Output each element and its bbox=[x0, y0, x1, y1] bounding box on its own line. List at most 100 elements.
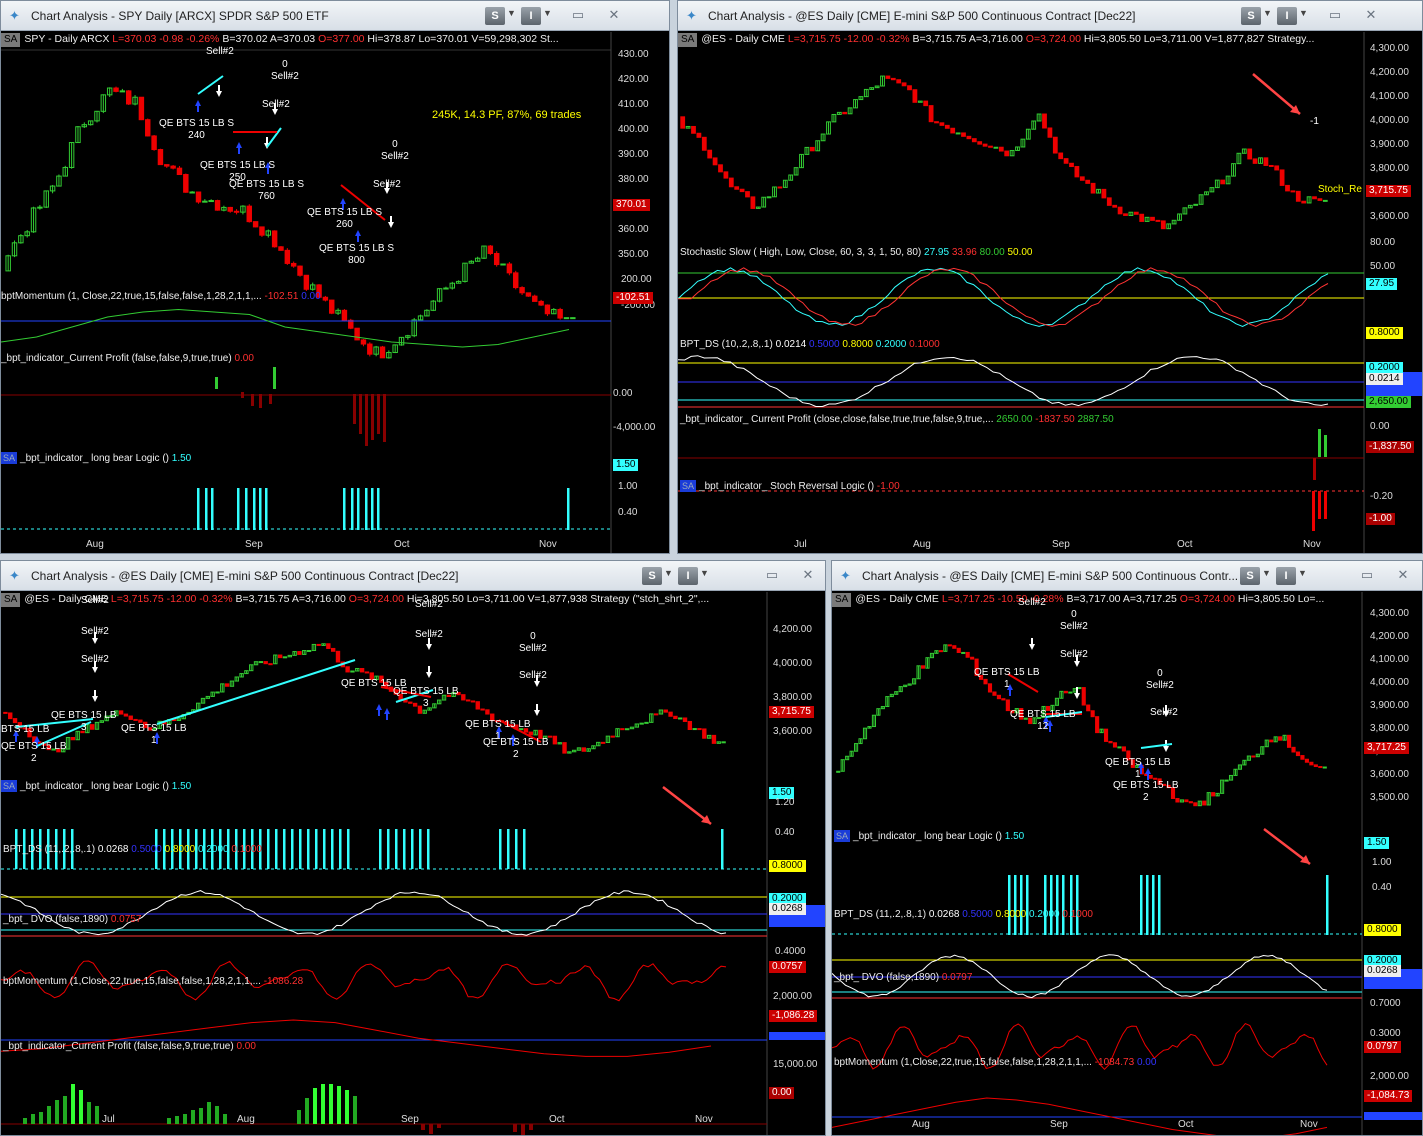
price-chart-plot[interactable] bbox=[832, 592, 1422, 1136]
sa-badge[interactable]: SA bbox=[680, 480, 697, 492]
window-titlebar[interactable]: ✦ Chart Analysis - SPY Daily [ARCX] SPDR… bbox=[1, 1, 669, 31]
minimize-icon[interactable]: ▭ bbox=[765, 567, 779, 582]
logic-bar bbox=[567, 488, 570, 530]
minimize-icon[interactable]: ▭ bbox=[1328, 7, 1342, 22]
candle-body bbox=[17, 722, 23, 729]
symbol-link-button[interactable]: S bbox=[1240, 567, 1260, 585]
axis-label: 2,000.00 bbox=[1370, 1071, 1409, 1082]
candle-body bbox=[297, 265, 303, 276]
axis-label: 200.00 bbox=[621, 274, 652, 285]
candle-body bbox=[615, 728, 620, 738]
logic-bar bbox=[1026, 875, 1029, 935]
symbol-link-button[interactable]: S bbox=[485, 7, 505, 25]
candle-body bbox=[1128, 211, 1134, 216]
close-icon[interactable]: ✕ bbox=[1365, 7, 1377, 22]
candle-body bbox=[244, 670, 249, 675]
candle-body bbox=[858, 96, 864, 101]
candle-body bbox=[1295, 751, 1301, 757]
sa-badge[interactable]: SA bbox=[1, 780, 18, 792]
candle-body bbox=[982, 143, 988, 147]
chart-window-es-logic[interactable]: ✦ Chart Analysis - @ES Daily [CME] E-min… bbox=[831, 560, 1423, 1136]
sa-badge[interactable]: SA bbox=[1, 593, 21, 607]
chevron-down-icon[interactable]: ▼ bbox=[543, 8, 552, 18]
interval-link-button[interactable]: I bbox=[678, 567, 698, 585]
stochastic-k-line bbox=[678, 267, 1329, 328]
sa-badge[interactable]: SA bbox=[832, 593, 852, 607]
profit-bar bbox=[437, 1124, 441, 1128]
price-chart-plot[interactable] bbox=[678, 32, 1422, 554]
chevron-down-icon[interactable]: ▼ bbox=[1263, 8, 1272, 18]
candle-body bbox=[292, 651, 297, 656]
sa-badge[interactable]: SA bbox=[1, 33, 21, 47]
chevron-down-icon[interactable]: ▼ bbox=[664, 568, 673, 578]
price-chart-plot[interactable] bbox=[1, 32, 669, 554]
value-text: 0.5000 bbox=[962, 909, 996, 920]
candle-body bbox=[920, 665, 926, 669]
candle-body bbox=[1042, 113, 1047, 129]
candle-body bbox=[528, 731, 533, 736]
profit-bar bbox=[47, 1106, 51, 1124]
logic-bar bbox=[387, 829, 390, 869]
sa-badge[interactable]: SA bbox=[1, 452, 18, 464]
candle-body bbox=[745, 191, 750, 198]
profit-bar bbox=[305, 1098, 309, 1124]
candle-body bbox=[1187, 204, 1193, 209]
logic-bar bbox=[1140, 875, 1143, 935]
chart-window-es-stoch[interactable]: ✦ Chart Analysis - @ES Daily [CME] E-min… bbox=[677, 0, 1423, 554]
close-icon[interactable]: ✕ bbox=[802, 567, 814, 582]
axis-label: 2,000.00 bbox=[773, 991, 812, 1002]
logic-bar bbox=[219, 829, 222, 869]
value-text: Hi=3,805.50 Lo=... bbox=[1237, 593, 1325, 605]
axis-label: Sep bbox=[1052, 539, 1070, 550]
close-icon[interactable]: ✕ bbox=[1397, 567, 1409, 582]
close-icon[interactable]: ✕ bbox=[608, 7, 620, 22]
minimize-icon[interactable]: ▭ bbox=[1360, 567, 1374, 582]
candle-body bbox=[739, 188, 745, 193]
interval-link-button[interactable]: I bbox=[1276, 567, 1296, 585]
candle-body bbox=[557, 308, 563, 319]
candle-body bbox=[1312, 196, 1317, 200]
sa-badge[interactable]: SA bbox=[834, 830, 851, 842]
candle-body bbox=[424, 309, 430, 317]
candle-body bbox=[1031, 120, 1037, 130]
value-text: 0.5000 bbox=[131, 844, 165, 855]
axis-label: 0.40 bbox=[775, 827, 795, 838]
chart-window-es-dvo[interactable]: ✦ Chart Analysis - @ES Daily [CME] E-min… bbox=[0, 560, 826, 1136]
axis-label: 4,300.00 bbox=[1370, 608, 1409, 619]
candle-body bbox=[552, 735, 558, 745]
candle-body bbox=[867, 726, 872, 729]
value-text: 0.0214 bbox=[775, 339, 809, 350]
window-titlebar[interactable]: ✦ Chart Analysis - @ES Daily [CME] E-min… bbox=[1, 561, 825, 591]
candle-body bbox=[944, 124, 950, 129]
candle-body bbox=[854, 743, 859, 752]
candle-body bbox=[971, 138, 977, 143]
chevron-down-icon[interactable]: ▼ bbox=[1298, 568, 1307, 578]
interval-link-button[interactable]: I bbox=[521, 7, 541, 25]
window-title: Chart Analysis - @ES Daily [CME] E-mini … bbox=[31, 569, 459, 583]
minimize-icon[interactable]: ▭ bbox=[571, 7, 585, 22]
symbol-link-button[interactable]: S bbox=[642, 567, 662, 585]
candle-body bbox=[663, 709, 668, 713]
window-titlebar[interactable]: ✦ Chart Analysis - @ES Daily [CME] E-min… bbox=[832, 561, 1422, 591]
interval-link-button[interactable]: I bbox=[1277, 7, 1297, 25]
candle-body bbox=[1242, 759, 1247, 766]
candle-body bbox=[563, 317, 570, 320]
chevron-down-icon[interactable]: ▼ bbox=[1262, 568, 1271, 578]
symbol-link-button[interactable]: S bbox=[1241, 7, 1261, 25]
value-text: 0.8000 bbox=[842, 339, 876, 350]
logic-bar bbox=[259, 488, 262, 530]
chevron-down-icon[interactable]: ▼ bbox=[1299, 8, 1308, 18]
profit-bar bbox=[1318, 429, 1321, 457]
window-titlebar[interactable]: ✦ Chart Analysis - @ES Daily [CME] E-min… bbox=[678, 1, 1422, 31]
sa-badge[interactable]: SA bbox=[678, 33, 698, 47]
candle-body bbox=[133, 718, 138, 721]
chevron-down-icon[interactable]: ▼ bbox=[700, 568, 709, 578]
buy-arrow-icon bbox=[355, 230, 361, 242]
candle-body bbox=[692, 728, 697, 731]
profit-bar bbox=[421, 1124, 425, 1130]
candle-body bbox=[369, 672, 374, 681]
chart-window-spy[interactable]: ✦ Chart Analysis - SPY Daily [ARCX] SPDR… bbox=[0, 0, 670, 554]
price-chart-plot[interactable] bbox=[1, 592, 825, 1136]
chevron-down-icon[interactable]: ▼ bbox=[507, 8, 516, 18]
candle-body bbox=[485, 709, 490, 715]
